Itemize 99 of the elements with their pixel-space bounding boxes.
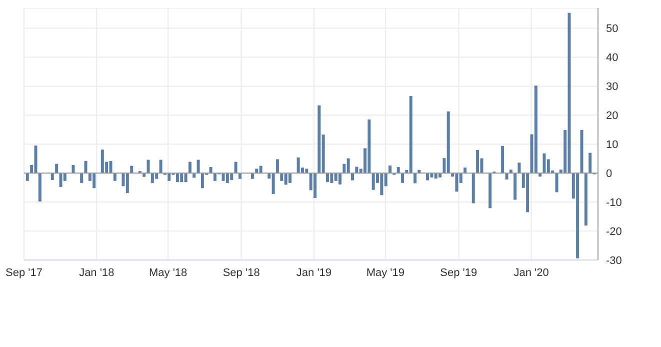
bar	[213, 173, 216, 181]
bar	[38, 173, 42, 202]
bar	[155, 173, 158, 179]
bar	[259, 166, 262, 174]
bar	[126, 173, 129, 194]
bar	[580, 130, 584, 174]
bar	[159, 160, 162, 174]
bar	[368, 120, 371, 174]
bar	[464, 168, 467, 174]
bar	[59, 173, 62, 188]
y-tick-label: 20	[606, 110, 618, 122]
bar	[396, 167, 400, 174]
x-tick-label: Sep '19	[440, 266, 478, 279]
x-tick-label: Jan '19	[296, 266, 332, 279]
bar	[234, 162, 238, 174]
bar	[380, 173, 384, 196]
bar	[476, 150, 480, 174]
bar	[318, 105, 321, 174]
y-tick-label: -30	[606, 254, 622, 267]
bar	[584, 173, 588, 226]
bar	[200, 173, 204, 188]
bar	[555, 173, 558, 192]
bar	[84, 160, 88, 174]
bar	[501, 146, 504, 174]
bar	[346, 158, 350, 174]
bar	[534, 86, 538, 174]
bar	[414, 173, 417, 184]
y-tick-label: 40	[606, 52, 618, 64]
bar	[55, 164, 58, 174]
y-tick-label: 0	[606, 168, 612, 180]
bar	[334, 173, 338, 181]
bar	[238, 173, 242, 179]
bar	[388, 166, 392, 174]
bar	[409, 96, 412, 174]
bar	[50, 173, 54, 180]
bar	[455, 173, 458, 192]
bar	[576, 173, 580, 258]
x-tick-label: Jan '18	[79, 266, 114, 279]
x-tick-label: May '18	[149, 266, 188, 279]
bar	[34, 146, 38, 174]
bar	[514, 173, 517, 200]
bar	[330, 173, 334, 183]
bar	[272, 173, 275, 194]
bar	[401, 173, 404, 183]
bar	[284, 173, 288, 185]
bar	[472, 173, 475, 204]
bar	[168, 173, 171, 181]
bar	[72, 164, 75, 174]
y-tick-label: 50	[606, 23, 618, 36]
x-tick-label: May '19	[366, 266, 405, 279]
x-tick-label: Sep '18	[222, 266, 260, 279]
bar	[326, 173, 329, 182]
y-tick-label: 30	[606, 81, 618, 94]
bar	[250, 173, 254, 179]
bar	[196, 160, 200, 174]
bar	[542, 153, 546, 174]
bar	[230, 173, 234, 180]
bar	[446, 111, 450, 174]
bar	[426, 173, 430, 180]
bar	[146, 160, 150, 174]
bar	[313, 173, 316, 198]
bar	[488, 173, 492, 208]
bar	[150, 173, 154, 183]
bar	[296, 157, 300, 174]
bar	[226, 173, 229, 183]
y-tick-label: -10	[606, 196, 622, 209]
bar	[288, 173, 292, 183]
bar	[113, 173, 116, 181]
bar	[180, 173, 184, 182]
bar	[372, 173, 375, 190]
bar	[351, 173, 354, 180]
bar	[176, 173, 179, 182]
bar	[276, 159, 279, 174]
bar	[109, 160, 112, 174]
bar	[80, 173, 84, 183]
x-tick-label: Jan '20	[514, 266, 549, 279]
bar	[434, 173, 438, 179]
bar	[142, 173, 146, 177]
bar	[438, 173, 442, 178]
bar	[355, 166, 358, 174]
bar	[588, 152, 592, 174]
bar	[568, 12, 571, 174]
bar	[280, 173, 284, 181]
bar	[26, 173, 29, 181]
y-tick-label: -20	[606, 226, 622, 238]
bar	[518, 162, 521, 174]
bar	[188, 162, 192, 174]
bar	[209, 167, 212, 174]
y-tick-label: 10	[606, 139, 618, 152]
bar	[222, 173, 225, 181]
bar	[526, 173, 530, 212]
bar	[130, 166, 134, 174]
bar	[92, 173, 96, 188]
bar	[430, 173, 434, 178]
bar	[338, 173, 342, 184]
bar	[100, 150, 104, 174]
bar	[184, 173, 188, 182]
x-tick-label: Sep '17	[6, 266, 42, 279]
bar	[505, 173, 508, 180]
